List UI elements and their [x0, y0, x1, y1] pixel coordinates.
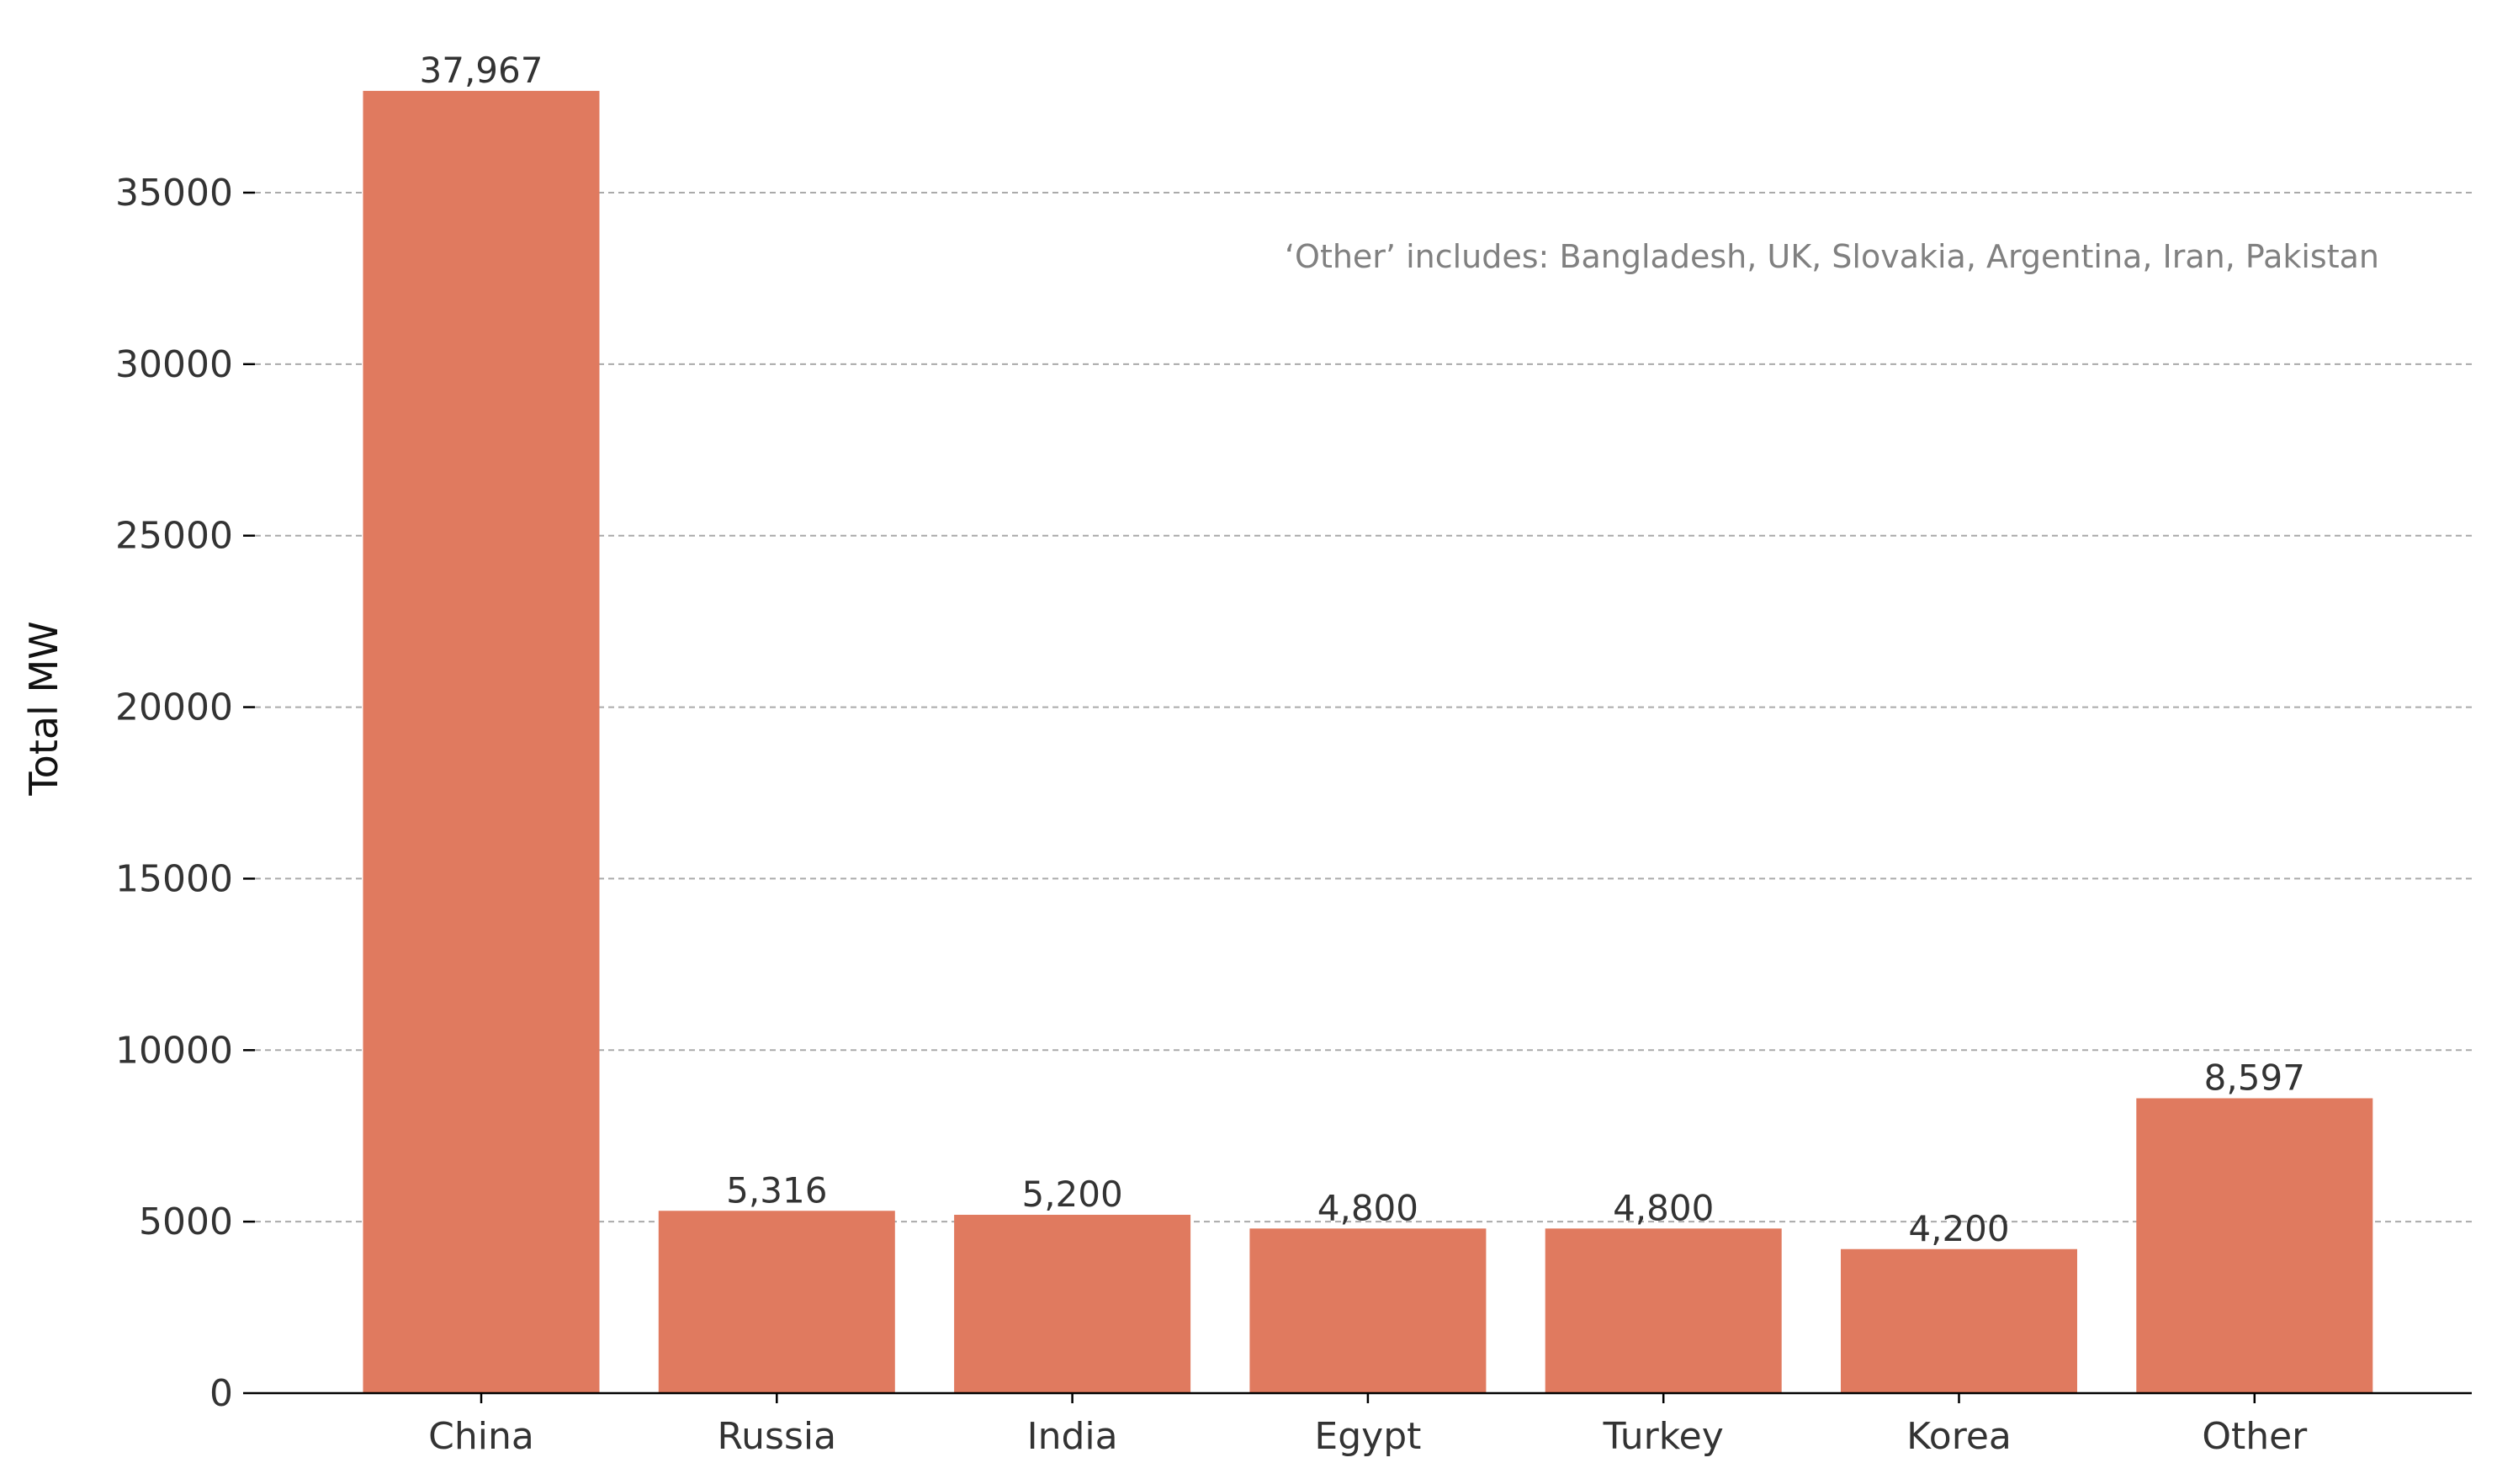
bar-china	[363, 91, 600, 1394]
y-tick-label: 10000	[115, 1029, 233, 1072]
data-label: 4,800	[1317, 1187, 1418, 1228]
x-tick-label: Korea	[1906, 1415, 2012, 1458]
y-axis-label: Total MW	[21, 621, 66, 796]
data-label: 37,967	[420, 50, 543, 91]
bars: 37,967 5,316 5,200 4,800 4,800 4,200 8,597	[363, 50, 2373, 1394]
data-label: 5,316	[726, 1169, 827, 1211]
bar-other	[2136, 1098, 2373, 1393]
y-tick-label: 30000	[115, 343, 233, 386]
y-axis-ticks: 0 5000 10000 15000 20000 25000 30000 35000	[115, 172, 255, 1415]
x-tick-label: Turkey	[1603, 1415, 1724, 1458]
bar-turkey	[1545, 1228, 1782, 1393]
bar-india	[954, 1214, 1191, 1393]
bar-russia	[658, 1211, 895, 1393]
data-label: 4,800	[1613, 1187, 1714, 1228]
data-label: 4,200	[1908, 1208, 2009, 1249]
data-label: 5,200	[1021, 1174, 1122, 1215]
x-tick-label: China	[428, 1415, 534, 1458]
y-tick-label: 35000	[115, 172, 233, 215]
y-tick-label: 25000	[115, 515, 233, 558]
x-tick-label: Other	[2202, 1415, 2308, 1458]
x-axis-ticks: China Russia India Egypt Turkey Korea Other	[428, 1393, 2308, 1458]
x-tick-label: Egypt	[1314, 1415, 1421, 1458]
y-tick-label: 15000	[115, 857, 233, 900]
annotation-other-includes: ‘Other’ includes: Bangladesh, UK, Slovak…	[1285, 238, 2379, 275]
y-tick-label: 5000	[139, 1200, 233, 1243]
y-tick-label: 20000	[115, 686, 233, 729]
bar-korea	[1841, 1248, 2077, 1393]
bar-egypt	[1249, 1228, 1487, 1393]
x-tick-label: Russia	[718, 1415, 837, 1458]
data-label: 8,597	[2204, 1057, 2305, 1098]
x-tick-label: India	[1027, 1415, 1118, 1458]
y-tick-label: 0	[209, 1372, 233, 1415]
